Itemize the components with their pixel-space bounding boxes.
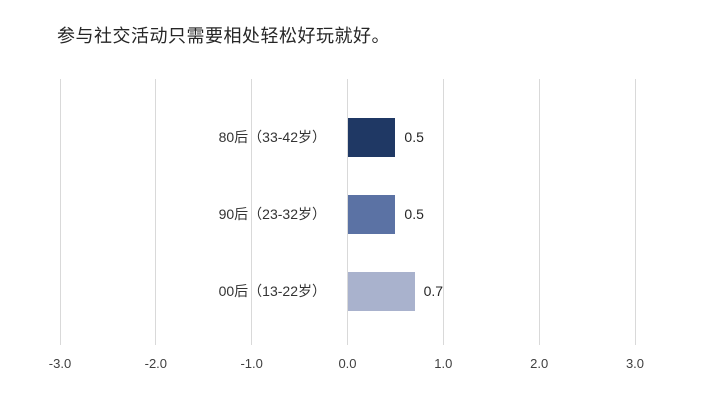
gridline — [538, 79, 540, 345]
bar — [347, 117, 396, 157]
gridline — [59, 79, 61, 345]
bar — [347, 271, 415, 311]
value-label: 0.5 — [404, 129, 424, 145]
x-axis-tick-label: -3.0 — [48, 356, 72, 371]
gridline — [634, 79, 636, 345]
gridline — [251, 79, 253, 345]
x-axis-tick-label: -1.0 — [240, 356, 263, 371]
x-axis-tick-label: 3.0 — [625, 356, 645, 371]
gridline — [155, 79, 157, 345]
bar — [347, 194, 396, 234]
x-axis-tick-label: 1.0 — [434, 356, 453, 371]
x-axis-tick-label: -2.0 — [144, 356, 168, 371]
chart-title: 参与社交活动只需要相处轻松好玩就好。 — [57, 26, 390, 46]
x-axis-tick-label: 2.0 — [530, 356, 549, 371]
gridline — [442, 79, 444, 345]
value-label: 0.5 — [404, 206, 424, 222]
category-label: 90后（23-32岁） — [218, 206, 326, 222]
value-label: 0.7 — [423, 283, 444, 299]
category-label: 00后（13-22岁） — [218, 283, 326, 299]
x-axis-tick-label: 0.0 — [338, 356, 357, 371]
category-label: 80后（33-42岁） — [218, 129, 326, 145]
